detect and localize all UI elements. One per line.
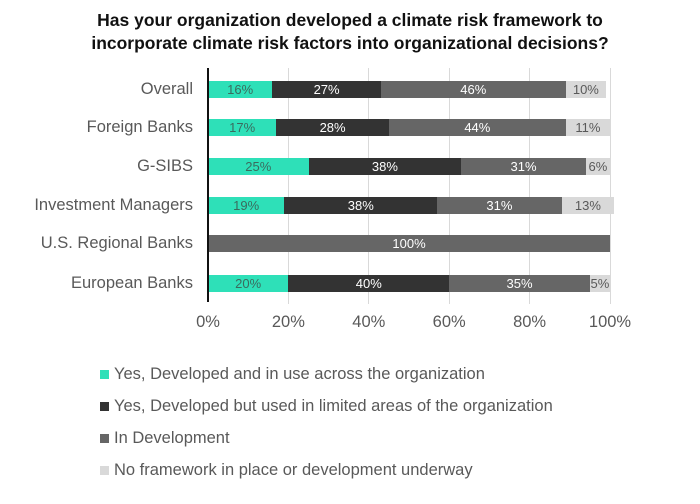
data-label: 27%	[313, 81, 340, 97]
gridline	[448, 68, 450, 304]
data-label: 31%	[486, 197, 513, 213]
gridline	[529, 68, 531, 304]
chart-title-line-2: incorporate climate risk factors into or…	[91, 33, 609, 53]
bar-segment: 6%	[585, 157, 610, 175]
data-label: 25%	[245, 158, 272, 174]
plot-area: 16% 27% 46% 10% 17% 28% 44% 11% 25% 38% 31% 6% 19% 38…	[207, 68, 614, 304]
data-label: 5%	[590, 275, 610, 291]
bar-segment: 5%	[589, 274, 610, 292]
bar-segment: 31%	[461, 157, 586, 175]
data-label: 44%	[464, 119, 491, 135]
bar-row: 100%	[208, 234, 610, 252]
gridline	[287, 68, 289, 304]
data-label: 100%	[392, 235, 426, 251]
y-axis-line	[207, 68, 209, 302]
legend-label: In Development	[114, 428, 230, 447]
gridline	[609, 68, 611, 304]
data-label: 13%	[574, 197, 601, 213]
x-tick-label: 20%	[271, 313, 305, 331]
chart-title-line-1: Has your organization developed a climat…	[97, 10, 603, 30]
x-tick-label: 60%	[432, 313, 466, 331]
data-label: 11%	[575, 119, 601, 135]
data-label: 17%	[229, 119, 256, 135]
legend-swatch-icon	[100, 401, 109, 411]
legend: Yes, Developed and in use across the org…	[100, 358, 553, 486]
bar-segment: 38%	[308, 157, 462, 175]
legend-item: No framework in place or development und…	[100, 454, 553, 486]
bar-segment: 35%	[449, 274, 590, 292]
x-tick-label: 80%	[513, 313, 547, 331]
bar-segment: 13%	[561, 196, 614, 214]
legend-label: Yes, Developed and in use across the org…	[114, 364, 485, 383]
data-label: 28%	[319, 119, 346, 135]
x-tick-label: 40%	[352, 313, 386, 331]
legend-swatch-icon	[100, 433, 109, 443]
bar-segment: 16%	[208, 80, 273, 98]
x-tick-label: 0%	[196, 313, 220, 331]
category-label: Foreign Banks	[86, 118, 193, 136]
bar-segment: 11%	[565, 118, 610, 136]
legend-label: No framework in place or development und…	[114, 460, 473, 479]
legend-item: Yes, Developed and in use across the org…	[100, 358, 553, 390]
chart-title: Has your organization developed a climat…	[0, 9, 700, 55]
legend-item: In Development	[100, 422, 553, 454]
legend-swatch-icon	[100, 369, 109, 379]
bar-segment: 44%	[388, 118, 566, 136]
category-label: Investment Managers	[34, 196, 193, 214]
bar-segment: 25%	[208, 157, 309, 175]
data-label: 20%	[235, 275, 262, 291]
data-label: 35%	[506, 275, 533, 291]
bar-segment: 38%	[284, 196, 438, 214]
bar-row: 20% 40% 35% 5%	[208, 274, 610, 292]
bar-segment: 46%	[380, 80, 566, 98]
bar-row: 19% 38% 31% 13%	[208, 196, 614, 214]
legend-label: Yes, Developed but used in limited areas…	[114, 396, 553, 415]
bar-segment: 20%	[208, 274, 289, 292]
data-label: 19%	[233, 197, 260, 213]
bar-segment: 19%	[208, 196, 285, 214]
gridline	[368, 68, 370, 304]
legend-swatch-icon	[100, 465, 109, 475]
bar-row: 17% 28% 44% 11%	[208, 118, 610, 136]
data-label: 40%	[355, 275, 382, 291]
bar-segment: 10%	[565, 80, 606, 98]
data-label: 6%	[588, 158, 608, 174]
bar-segment: 40%	[288, 274, 450, 292]
data-label: 31%	[510, 158, 537, 174]
category-label: G-SIBS	[137, 157, 193, 175]
data-label: 16%	[227, 81, 254, 97]
category-label: Overall	[140, 80, 193, 98]
bar-row: 16% 27% 46% 10%	[208, 80, 610, 98]
bar-segment: 100%	[208, 234, 610, 252]
bar-segment: 17%	[208, 118, 277, 136]
bar-segment: 31%	[437, 196, 562, 214]
bar-segment: 27%	[272, 80, 381, 98]
category-label: U.S. Regional Banks	[40, 234, 193, 252]
data-label: 38%	[371, 158, 398, 174]
category-label: European Banks	[70, 274, 193, 292]
x-tick-label: 100%	[588, 313, 632, 331]
data-label: 10%	[572, 81, 599, 97]
bar-row: 25% 38% 31% 6%	[208, 157, 610, 175]
legend-item: Yes, Developed but used in limited areas…	[100, 390, 553, 422]
data-label: 38%	[347, 197, 374, 213]
data-label: 46%	[460, 81, 487, 97]
bar-segment: 28%	[276, 118, 389, 136]
